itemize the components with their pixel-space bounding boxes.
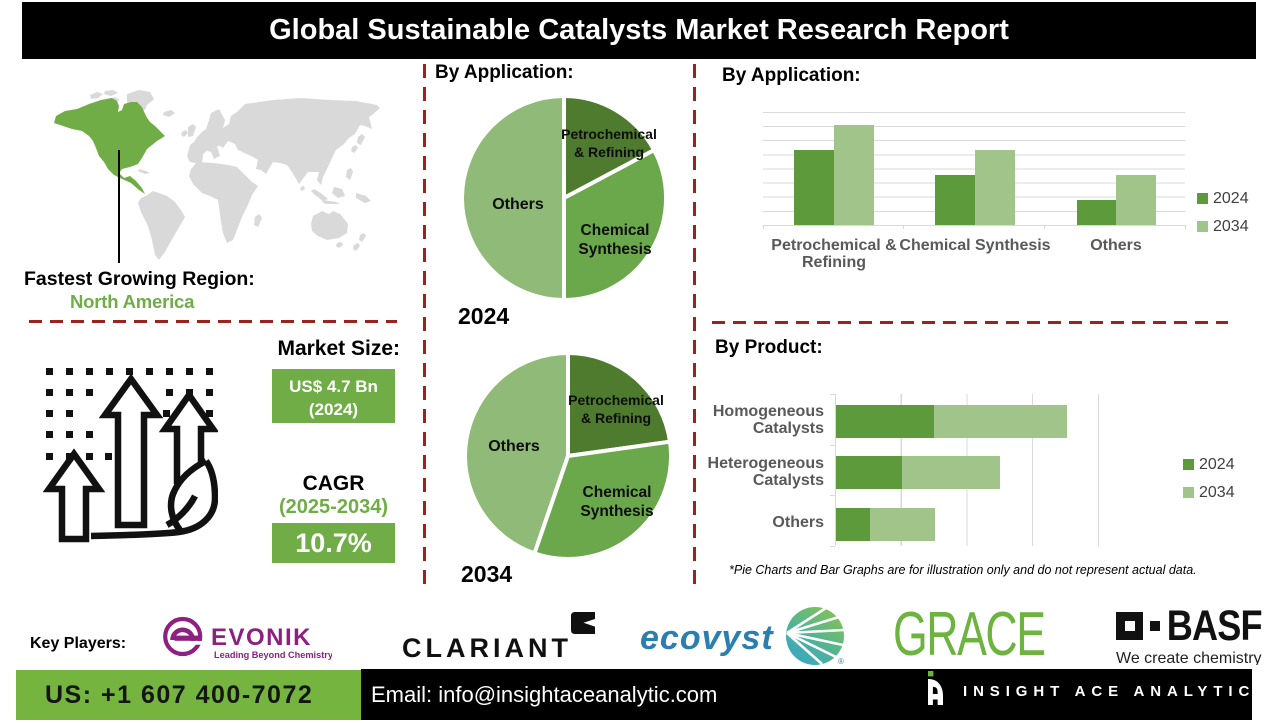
svg-text:ecovyst: ecovyst [640, 619, 774, 657]
svg-text:EVONIK: EVONIK [211, 624, 312, 651]
svg-text:We create chemistry: We create chemistry [1116, 650, 1262, 665]
svg-text:®: ® [838, 657, 844, 666]
svg-text:GRACE: GRACE [893, 606, 1045, 660]
svg-text:Leading Beyond Chemistry: Leading Beyond Chemistry [214, 650, 332, 660]
svg-text:BASF: BASF [1167, 607, 1262, 650]
svg-text:CLARIANT: CLARIANT [402, 633, 572, 660]
